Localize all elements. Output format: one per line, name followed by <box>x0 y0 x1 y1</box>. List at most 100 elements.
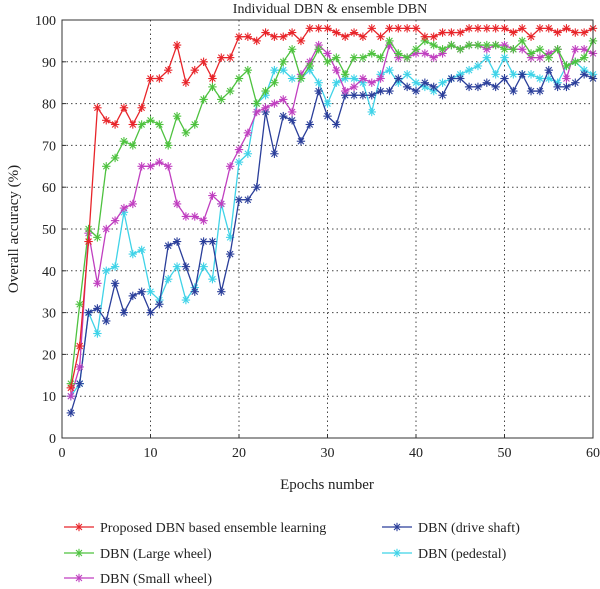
chart-title: Individual DBN & ensemble DBN <box>233 2 427 17</box>
data-point <box>252 99 261 108</box>
legend-label: DBN (Large wheel) <box>100 547 212 562</box>
data-point <box>93 329 102 338</box>
data-point <box>518 24 527 33</box>
data-point <box>137 103 146 112</box>
data-point <box>190 120 199 129</box>
data-point <box>402 53 412 62</box>
x-tick-label: 20 <box>232 446 246 461</box>
legend: Proposed DBN based ensemble learning DBN … <box>64 521 520 587</box>
data-point <box>411 45 421 54</box>
grid <box>62 20 593 438</box>
data-point <box>305 61 314 71</box>
data-point <box>438 91 447 100</box>
data-point <box>420 49 430 58</box>
data-point <box>526 49 536 58</box>
y-tick-label: 40 <box>42 265 56 280</box>
data-point <box>385 65 394 75</box>
data-point <box>199 57 208 66</box>
x-axis-title: Epochs number <box>280 477 374 493</box>
data-point <box>341 70 350 79</box>
y-tick-label: 70 <box>42 139 56 154</box>
legend-swatch-marker <box>392 522 402 532</box>
data-point <box>225 249 235 259</box>
data-point <box>243 32 253 41</box>
data-point <box>208 82 217 92</box>
data-point <box>509 86 518 96</box>
data-point <box>261 86 270 96</box>
data-point <box>367 91 376 100</box>
data-point <box>270 32 279 41</box>
data-point <box>429 82 438 92</box>
data-point <box>429 32 438 41</box>
data-point <box>102 224 111 234</box>
data-point <box>535 45 545 54</box>
data-point <box>438 28 447 37</box>
data-point <box>199 216 208 225</box>
data-point <box>279 65 288 75</box>
data-point <box>110 279 120 288</box>
data-point <box>287 28 297 37</box>
data-point <box>367 107 376 117</box>
data-point <box>544 24 553 33</box>
data-point <box>447 74 456 83</box>
data-point <box>172 40 182 50</box>
data-point <box>509 28 518 37</box>
data-point <box>208 191 217 200</box>
data-point <box>314 78 323 87</box>
data-point <box>447 28 456 37</box>
data-point <box>526 86 536 96</box>
data-point <box>482 53 491 62</box>
data-point <box>367 24 376 33</box>
data-point <box>66 383 76 393</box>
data-point <box>110 216 120 225</box>
legend-swatch-marker <box>392 548 402 558</box>
data-point <box>314 24 323 33</box>
data-point <box>181 78 191 87</box>
data-point <box>544 65 553 75</box>
data-point <box>305 120 314 129</box>
data-point <box>155 120 164 129</box>
series-line <box>70 43 594 397</box>
data-point <box>509 45 518 54</box>
data-point <box>394 74 403 83</box>
data-point <box>358 32 368 41</box>
y-tick-label: 90 <box>42 56 56 71</box>
data-point <box>208 274 217 284</box>
data-point <box>367 78 376 87</box>
data-point <box>394 49 403 58</box>
data-point <box>199 262 208 271</box>
data-point <box>93 103 102 112</box>
data-point <box>332 53 341 62</box>
data-point <box>234 74 244 83</box>
data-point <box>464 65 474 75</box>
data-point <box>323 24 332 33</box>
data-point <box>438 78 447 87</box>
data-point <box>243 195 253 204</box>
y-tick-label: 0 <box>49 432 56 447</box>
data-point <box>411 78 421 87</box>
data-point <box>164 241 173 250</box>
data-point <box>252 36 261 46</box>
data-point <box>137 120 146 129</box>
legend-label: DBN (pedestal) <box>418 547 507 562</box>
series-layer <box>66 24 598 418</box>
data-point <box>358 53 368 62</box>
y-axis-title: Overall accuracy (%) <box>6 165 22 293</box>
data-point <box>137 245 146 255</box>
series-line <box>70 27 594 388</box>
data-point <box>181 262 191 271</box>
data-point <box>146 308 155 317</box>
data-point <box>172 262 182 271</box>
data-point <box>402 82 412 92</box>
data-point <box>526 70 536 79</box>
data-point <box>314 45 323 54</box>
y-tick-label: 80 <box>42 98 56 113</box>
data-point <box>562 24 571 33</box>
data-point <box>332 28 341 37</box>
y-tick-label: 100 <box>35 14 56 29</box>
data-point <box>128 291 137 301</box>
data-point <box>323 111 332 121</box>
data-point <box>279 95 288 104</box>
data-point <box>571 45 580 54</box>
